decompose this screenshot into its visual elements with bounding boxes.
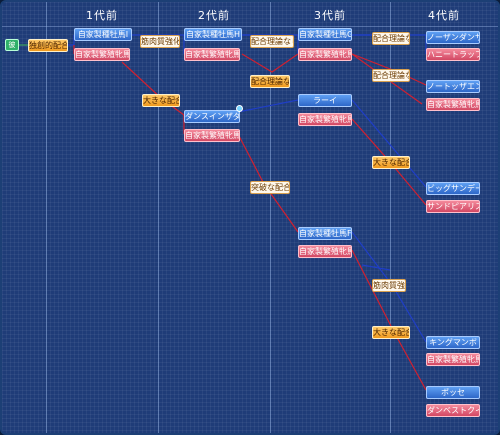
column-header-gen4: 4代前 — [428, 9, 460, 22]
gen3-sire[interactable]: 自家製種牡馬G — [298, 28, 352, 41]
gen4-horse-10[interactable]: ダンベストクイーン — [426, 404, 480, 417]
gen3c-cross-label: 大きな配合 — [373, 328, 410, 337]
gen3-theory-tag-2: 配合理論なし — [372, 69, 410, 82]
gen4-horse-3[interactable]: ノートッザエント — [426, 80, 480, 93]
gen4-horse-5[interactable]: ビッグサンデー — [426, 182, 480, 195]
gen3b-dam[interactable]: 自家製繁殖牝馬E — [298, 113, 352, 126]
header-divider — [2, 26, 498, 27]
gen4-horse-6[interactable]: サンドピアリス — [426, 200, 480, 213]
gen3c-trait-tag: 筋肉質強化 — [372, 279, 406, 292]
column-header-gen1: 1代前 — [86, 9, 118, 22]
gen3-dam[interactable]: 自家製繁殖牝馬D — [298, 48, 352, 61]
column-header-gen2: 2代前 — [198, 9, 230, 22]
gen4-horse-8[interactable]: 自家製繁殖牝馬H — [426, 353, 480, 366]
gen2b-dam[interactable]: 自家製繁殖牝馬C — [184, 129, 240, 142]
gen3c-cross-button[interactable]: 大きな配合▼ — [372, 326, 410, 339]
gen4-horse-9[interactable]: ポッセ — [426, 386, 480, 399]
gen1-sire[interactable]: 自家製種牡馬I — [74, 28, 132, 41]
gen1-trait-tag: 筋肉質強化 — [140, 35, 180, 48]
gen4-horse-2[interactable]: ハニートラップ — [426, 48, 480, 61]
gen4-horse-7[interactable]: キングマンボ — [426, 336, 480, 349]
root-horse-badge[interactable]: 彼 — [5, 39, 19, 51]
column-divider — [390, 2, 391, 433]
root-match-button[interactable]: 独創的配合▼ — [28, 39, 68, 52]
gen1-cross-label: 大きな配合 — [143, 96, 180, 105]
gen2b-sire[interactable]: ダンスインザダーク — [184, 110, 240, 123]
gen1-cross-button[interactable]: 大きな配合▼ — [142, 94, 180, 107]
gen3c-sire[interactable]: 自家製種牡馬F — [298, 227, 352, 240]
gen2-cross-tag: 突破な配合 — [250, 181, 290, 194]
gen2-theory-tag: 配合理論なし — [250, 35, 294, 48]
gen3c-dam[interactable]: 自家製繁殖牝馬F — [298, 245, 352, 258]
gen2-theory-label: 配合理論なし — [251, 77, 289, 86]
gen1-dam[interactable]: 自家製繁殖牝馬A — [74, 48, 130, 61]
gen4-horse-4[interactable]: 自家製繁殖牝馬G — [426, 98, 480, 111]
gen2-dam[interactable]: 自家製繁殖牝馬B — [184, 48, 240, 61]
root-match-label: 独創的配合 — [29, 41, 68, 50]
gen3-theory-tag-1: 配合理論なし — [372, 32, 410, 45]
gen3-cross-button[interactable]: 大きな配合▼ — [372, 156, 410, 169]
gen4-horse-1[interactable]: ノーザンダンサー — [426, 31, 480, 44]
gen2-sire[interactable]: 自家製種牡馬H — [184, 28, 242, 41]
star-icon — [236, 105, 243, 112]
gen3b-sire[interactable]: ラーイ — [298, 94, 352, 107]
column-divider — [158, 2, 159, 433]
column-divider — [46, 2, 47, 433]
gen2-theory-button[interactable]: 配合理論なし▼ — [250, 75, 290, 88]
column-header-gen3: 3代前 — [314, 9, 346, 22]
column-divider — [270, 2, 271, 433]
gen3-cross-label: 大きな配合 — [373, 158, 410, 167]
